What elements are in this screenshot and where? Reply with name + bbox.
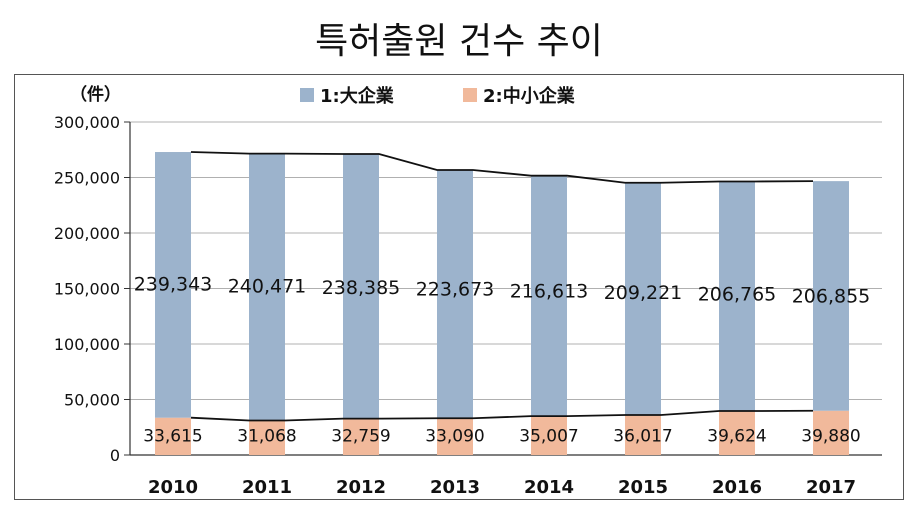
x-tick-label-2015: 2015 bbox=[618, 477, 668, 498]
bar-large-2015 bbox=[625, 182, 661, 416]
bar-large-2012 bbox=[343, 154, 379, 419]
data-label-large-2011: 240,471 bbox=[228, 275, 307, 297]
data-label-sme-2013: 33,090 bbox=[425, 427, 484, 447]
series-line-total bbox=[190, 151, 814, 184]
bar-large-2016 bbox=[719, 181, 755, 412]
legend-swatch-sme bbox=[463, 88, 477, 102]
bar-sme-2015 bbox=[625, 415, 661, 455]
data-label-sme-2010: 33,615 bbox=[143, 427, 202, 447]
y-tick-label: 300,000 bbox=[54, 113, 120, 132]
legend-swatch-large bbox=[300, 88, 314, 102]
data-label-sme-2017: 39,880 bbox=[801, 427, 860, 447]
bar-sme-2010 bbox=[155, 417, 191, 455]
bar-large-2017 bbox=[813, 181, 849, 411]
y-tick-label: 150,000 bbox=[54, 280, 120, 299]
bar-sme-2017 bbox=[813, 410, 849, 455]
x-tick-label-2011: 2011 bbox=[242, 477, 292, 498]
data-label-large-2013: 223,673 bbox=[416, 279, 495, 301]
legend-label-sme: 2:中小企業 bbox=[483, 85, 576, 107]
bar-sme-2016 bbox=[719, 411, 755, 455]
bar-large-2013 bbox=[437, 169, 473, 419]
bar-sme-2014 bbox=[531, 416, 567, 455]
data-label-sme-2016: 39,624 bbox=[707, 427, 766, 447]
x-tick-label-2014: 2014 bbox=[524, 477, 574, 498]
data-label-large-2016: 206,765 bbox=[698, 284, 777, 306]
bar-sme-2011 bbox=[249, 420, 285, 455]
x-tick-label-2016: 2016 bbox=[712, 477, 762, 498]
bar-large-2014 bbox=[531, 175, 567, 417]
bar-sme-2013 bbox=[437, 418, 473, 455]
data-label-sme-2015: 36,017 bbox=[613, 427, 672, 447]
data-label-large-2010: 239,343 bbox=[134, 274, 213, 296]
x-tick-label-2012: 2012 bbox=[336, 477, 386, 498]
data-label-large-2014: 216,613 bbox=[510, 280, 589, 302]
series-line-sme bbox=[190, 409, 814, 422]
data-label-sme-2011: 31,068 bbox=[237, 427, 296, 447]
bar-large-2011 bbox=[249, 153, 285, 421]
data-label-sme-2014: 35,007 bbox=[519, 427, 578, 447]
bar-sme-2012 bbox=[343, 418, 379, 455]
legend-label-large: 1:大企業 bbox=[320, 85, 395, 107]
y-unit-label: （件） bbox=[70, 84, 121, 105]
y-tick-label: 250,000 bbox=[54, 169, 120, 188]
x-tick-label-2013: 2013 bbox=[430, 477, 480, 498]
chart-frame bbox=[14, 74, 904, 500]
y-tick-label: 200,000 bbox=[54, 224, 120, 243]
y-tick-label: 100,000 bbox=[54, 335, 120, 354]
data-label-large-2015: 209,221 bbox=[604, 282, 683, 304]
y-tick-label: 0 bbox=[110, 446, 120, 465]
data-label-large-2017: 206,855 bbox=[792, 285, 871, 307]
data-label-large-2012: 238,385 bbox=[322, 277, 401, 299]
x-tick-label-2010: 2010 bbox=[148, 477, 198, 498]
chart-title: 특허출원 건수 추이 bbox=[315, 21, 603, 62]
bar-large-2010 bbox=[155, 152, 191, 418]
x-tick-label-2017: 2017 bbox=[806, 477, 856, 498]
data-label-sme-2012: 32,759 bbox=[331, 427, 390, 447]
y-tick-label: 50,000 bbox=[64, 391, 120, 410]
